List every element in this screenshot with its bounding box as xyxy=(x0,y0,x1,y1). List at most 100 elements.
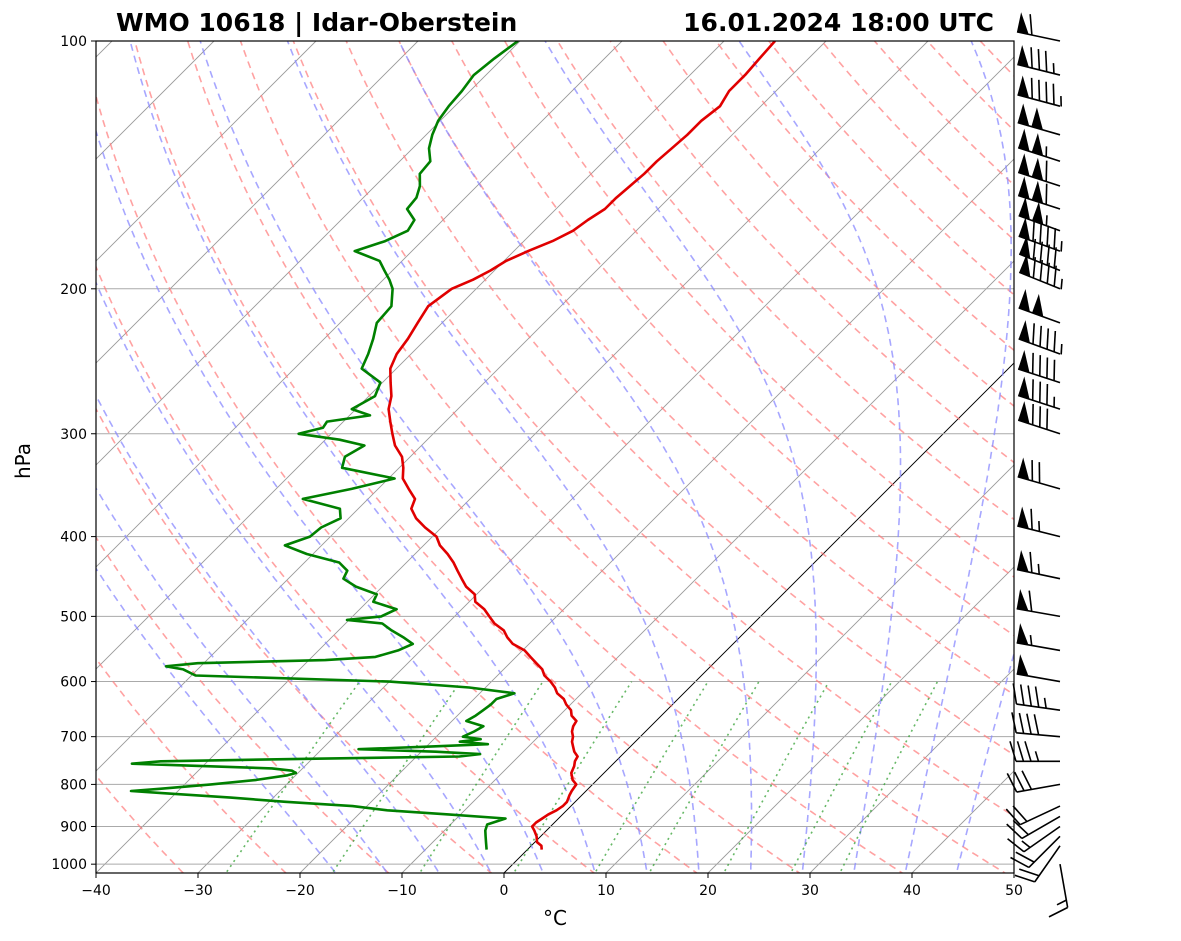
isotherm-line xyxy=(401,260,1014,873)
moist-adiabat-line xyxy=(96,393,441,873)
wind-barb-shaft xyxy=(1034,845,1061,883)
mixing-ratio-line xyxy=(418,681,544,873)
dry-adiabat-line xyxy=(186,41,904,873)
wind-barb-flag xyxy=(1027,685,1033,707)
mixing-ratio-line xyxy=(224,681,361,873)
wind-barb-pennant xyxy=(1018,376,1030,400)
moist-adiabat-line xyxy=(286,41,700,873)
wind-barb-flag xyxy=(1046,328,1050,350)
dry-adiabat-line xyxy=(873,41,1014,187)
wind-barb-shaft xyxy=(1016,607,1061,618)
wind-barb-flag xyxy=(1030,77,1034,99)
wind-barb xyxy=(1009,741,1060,763)
wind-barb-flag xyxy=(1038,79,1041,101)
moist-adiabat-line xyxy=(96,567,337,873)
wind-barb xyxy=(1014,845,1061,883)
wind-barb-flag xyxy=(1034,686,1040,708)
wind-barb-flag xyxy=(1016,741,1025,762)
x-tick-label: 10 xyxy=(597,883,615,899)
wind-barb xyxy=(1005,805,1061,826)
plot-frame xyxy=(95,40,1015,874)
wind-barb xyxy=(1016,549,1061,580)
x-tick-label: −30 xyxy=(183,883,213,899)
wind-barb xyxy=(1018,320,1063,355)
x-tick-label: −40 xyxy=(81,883,111,899)
wind-barb-pennant xyxy=(1018,153,1030,177)
wind-barb xyxy=(1006,770,1061,793)
wind-barb-flag xyxy=(1005,808,1021,826)
isotherm-line xyxy=(96,41,725,670)
wind-barb xyxy=(1018,253,1063,290)
wind-barb-flag xyxy=(1045,81,1048,103)
wind-barb xyxy=(1010,835,1061,869)
dry-adiabat-line xyxy=(292,41,1014,818)
dry-adiabat-line xyxy=(503,41,1014,579)
wind-barb xyxy=(1006,815,1061,840)
wind-barb-half-flag xyxy=(1060,241,1063,252)
wind-barb-flag xyxy=(1018,868,1040,877)
wind-barb-flag xyxy=(1011,712,1017,733)
wind-barb-pennant xyxy=(1016,589,1029,611)
moist-adiabat-line xyxy=(398,41,753,873)
wind-barb-flag xyxy=(1018,712,1025,734)
dry-adiabat-line xyxy=(450,41,1014,637)
dewpoint-profile-line xyxy=(129,41,519,850)
wind-barb xyxy=(1017,401,1061,435)
y-tick-label: 600 xyxy=(60,675,87,691)
mixing-ratio-line xyxy=(593,681,709,873)
wind-barb-pennant xyxy=(1019,253,1031,277)
wind-barb-flag xyxy=(1006,823,1023,840)
wind-barb xyxy=(1017,457,1061,490)
wind-barb-pennant xyxy=(1031,107,1043,130)
mixing-ratio-line xyxy=(838,681,939,873)
wind-barb-pennant xyxy=(1017,75,1030,98)
wind-barb-flag xyxy=(1053,247,1057,269)
wind-barb-flag xyxy=(1007,838,1025,853)
wind-barb-shaft xyxy=(1016,642,1061,652)
moist-adiabat-line xyxy=(955,650,1014,873)
wind-barb-pennant xyxy=(1016,549,1029,573)
wind-barb-pennant xyxy=(1032,201,1044,225)
wind-barb-pennant xyxy=(1018,196,1030,220)
wind-barb-column xyxy=(1005,12,1069,918)
isotherm-line xyxy=(605,464,1014,873)
wind-barb-half-flag xyxy=(1045,215,1048,226)
wind-barb-flag xyxy=(1046,225,1050,247)
wind-barb-flag xyxy=(1006,773,1018,793)
moist-adiabat-line xyxy=(199,41,648,873)
wind-barb-pennant xyxy=(1016,654,1029,676)
wind-barb xyxy=(1017,506,1061,538)
wind-barb-flag xyxy=(1044,50,1048,72)
x-tick-label: 0 xyxy=(500,883,509,899)
wind-barb-flag xyxy=(1033,714,1040,735)
isotherm-line xyxy=(0,41,10,873)
wind-barb-shaft xyxy=(1016,31,1061,42)
dry-adiabat-line xyxy=(96,93,699,873)
wind-barb-pennant xyxy=(1032,293,1044,317)
axis-ticks: −40 −30 −20 −10 0 10 20 30 40 50 100 200 300 400 500 60… xyxy=(51,34,1023,899)
mixing-ratio-line xyxy=(789,681,893,873)
wind-barb-pennant xyxy=(1017,457,1030,481)
isotherm-line xyxy=(96,41,929,873)
wind-barb xyxy=(1016,654,1061,683)
isotherm-line xyxy=(96,41,317,262)
dry-adiabat-line xyxy=(715,41,1014,352)
wind-barb-flag xyxy=(1019,684,1025,706)
mixing-ratio-line xyxy=(648,681,760,873)
wind-barb-flag xyxy=(1009,741,1017,762)
wind-barb-pennant xyxy=(1018,320,1030,344)
wind-barb-flag xyxy=(1029,551,1033,573)
wind-barb-pennant xyxy=(1016,623,1029,645)
isotherm-line xyxy=(96,41,521,466)
wind-barb-half-flag xyxy=(1060,343,1063,355)
wind-barb-pennant xyxy=(1017,103,1030,126)
wind-barb-half-flag xyxy=(1060,278,1063,290)
wind-barb-pennant xyxy=(1031,133,1044,156)
mixing-ratio-line xyxy=(722,681,830,873)
dry-adiabat-line xyxy=(96,657,288,873)
moist-adiabat-line xyxy=(96,280,492,873)
wind-barb xyxy=(1017,176,1061,210)
wind-barb-shaft xyxy=(1023,825,1061,853)
wind-barb-pennant xyxy=(1018,176,1030,200)
wind-barb-pennant xyxy=(1018,401,1030,424)
